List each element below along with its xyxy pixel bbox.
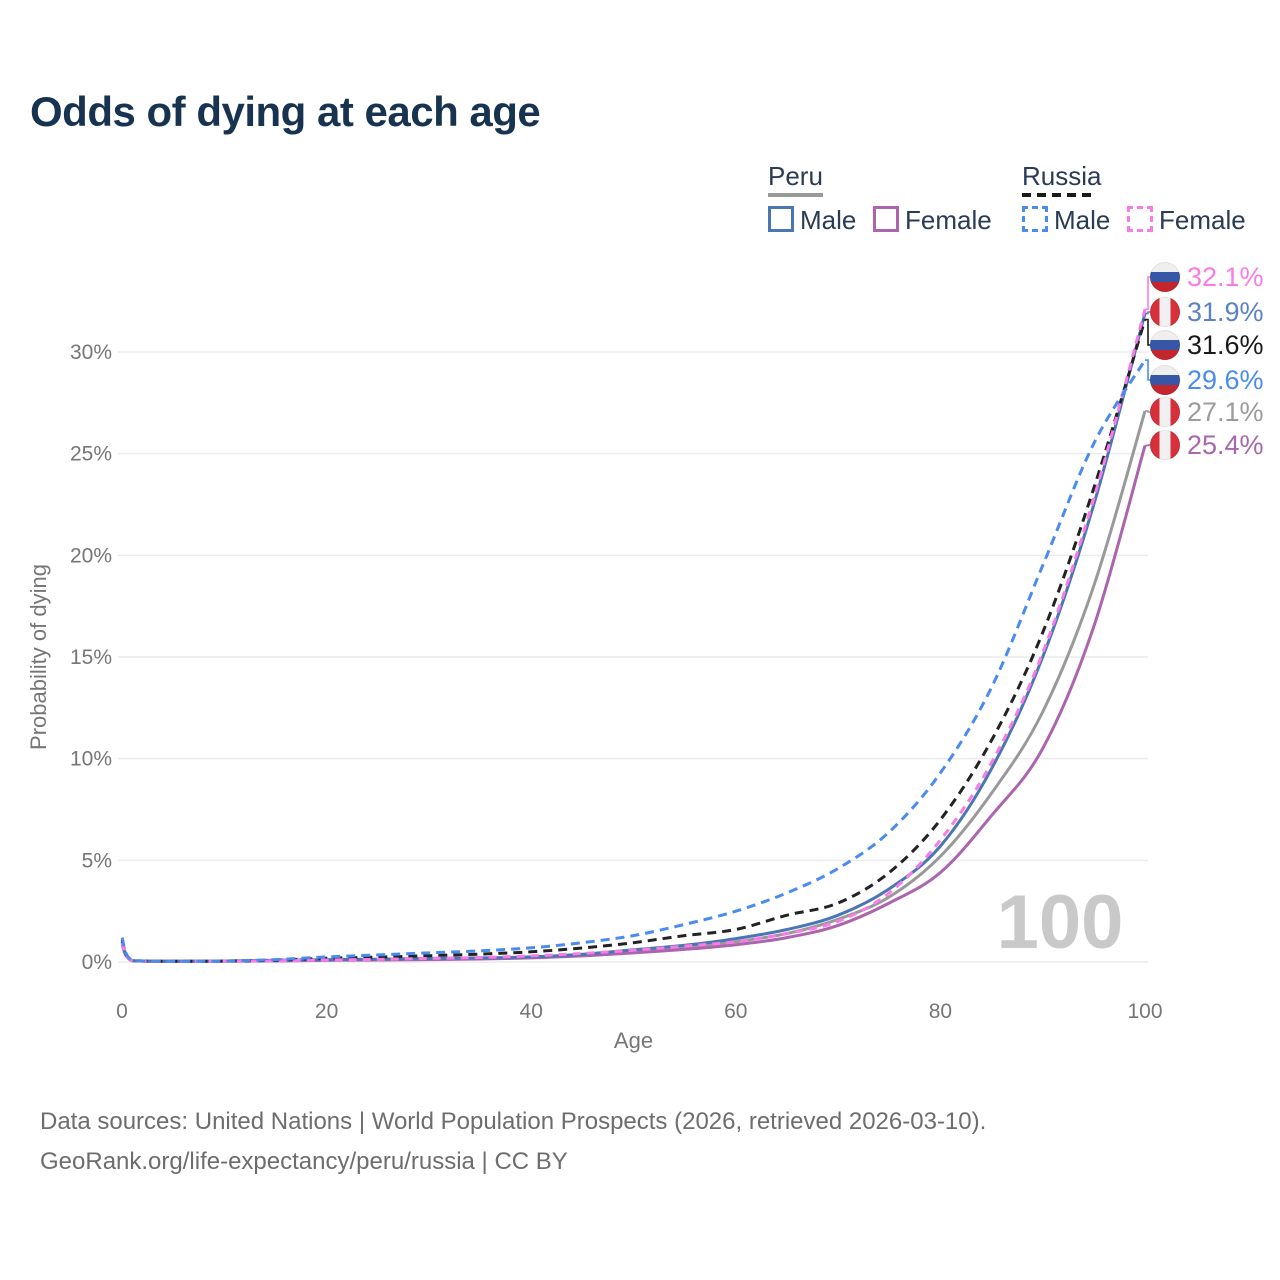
legend-label-peru-male[interactable]: Male	[800, 205, 857, 235]
footer-data-sources: Data sources: United Nations | World Pop…	[40, 1108, 987, 1135]
end-value-label: 25.4%	[1187, 430, 1264, 460]
legend-swatch-peru-male[interactable]	[768, 206, 794, 232]
y-tick-label: 20%	[70, 544, 112, 567]
legend-peru-linestyle-solid	[768, 193, 823, 197]
series-line-russia-both-sexes-	[120, 319, 1147, 963]
peru-flag-icon	[1150, 430, 1180, 460]
russia-flag-icon	[1150, 330, 1180, 360]
series-line-peru-female	[120, 445, 1147, 963]
x-axis-title: Age	[614, 1028, 653, 1053]
legend-swatch-russia-female[interactable]	[1127, 206, 1153, 232]
legend-country-peru: Peru	[768, 161, 823, 191]
x-tick-label: 100	[1127, 1000, 1162, 1023]
legend-label-peru-female[interactable]: Female	[905, 205, 992, 235]
x-tick-label: 60	[724, 1000, 747, 1023]
y-tick-label: 10%	[70, 748, 112, 771]
y-tick-label: 15%	[70, 646, 112, 669]
peru-flag-icon	[1150, 297, 1180, 327]
x-tick-label: 0	[116, 1000, 128, 1023]
series-line-russia-male	[120, 359, 1147, 963]
y-axis-title: Probability of dying	[26, 564, 51, 750]
y-tick-label: 25%	[70, 443, 112, 466]
legend-russia-linestyle-dashed	[1022, 193, 1096, 197]
legend-swatch-peru-female[interactable]	[873, 206, 899, 232]
end-value-label: 27.1%	[1187, 397, 1264, 427]
end-value-label: 31.9%	[1187, 297, 1264, 327]
legend-country-russia: Russia	[1022, 161, 1102, 191]
footer-attribution: GeoRank.org/life-expectancy/peru/russia …	[40, 1148, 568, 1175]
page-title: Odds of dying at each age	[30, 88, 541, 135]
x-tick-label: 40	[520, 1000, 543, 1023]
legend-swatch-russia-male[interactable]	[1022, 206, 1048, 232]
legend-label-russia-female[interactable]: Female	[1159, 205, 1246, 235]
series-line-russia-female	[120, 308, 1147, 963]
x-tick-label: 80	[929, 1000, 952, 1023]
series-line-peru-both-sexes-	[120, 410, 1147, 963]
russia-flag-icon	[1150, 262, 1180, 292]
legend-label-russia-male[interactable]: Male	[1054, 205, 1111, 235]
end-value-label: 29.6%	[1187, 365, 1264, 395]
peru-flag-icon	[1150, 397, 1180, 427]
series-line-peru-male	[120, 313, 1147, 963]
end-value-label: 31.6%	[1187, 330, 1264, 360]
line-chart: 0% 5% 10% 15% 20% 25% 30% 0 20 40 60 80 100 Age Probab…	[26, 276, 1163, 1053]
y-tick-label: 5%	[82, 849, 112, 872]
end-value-label: 32.1%	[1187, 262, 1264, 292]
age-watermark: 100	[997, 880, 1124, 965]
russia-flag-icon	[1150, 365, 1180, 395]
y-tick-label: 30%	[70, 341, 112, 364]
x-tick-label: 20	[315, 1000, 338, 1023]
y-tick-label: 0%	[82, 951, 112, 974]
